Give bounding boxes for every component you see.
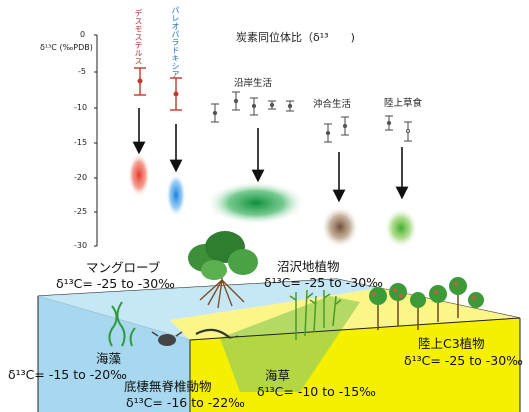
habitat-marsh-value: δ¹³C= -25 to -30‰	[264, 275, 383, 290]
arrows	[132, 108, 409, 203]
tick-label: 0	[80, 30, 86, 39]
blob-coastal	[206, 181, 306, 225]
habitat-benthic-value: δ¹³C= -16 to -22‰	[126, 395, 245, 410]
seaweed-icon	[108, 301, 136, 347]
sea-front	[38, 296, 190, 412]
page-title: 炭素同位体比（δ¹³)	[236, 31, 355, 44]
habitat-seagrass-value: δ¹³C= -10 to -15‰	[257, 384, 376, 399]
tick-label: -5	[78, 67, 86, 76]
blob-offshore	[321, 206, 359, 248]
habitat-seaweed-value: δ¹³C= -15 to -20‰	[8, 367, 127, 382]
c3-plants-icon	[369, 277, 484, 330]
group-label-coastal: 沿岸生活	[234, 78, 273, 89]
shrimp-icon	[195, 328, 239, 339]
blob-terrestrial	[384, 208, 418, 248]
errorbar-terrestrial	[385, 115, 412, 142]
tick-label: -30	[74, 241, 88, 250]
tick-label: -10	[74, 103, 88, 112]
group-label-offshore: 沖合生活	[313, 99, 352, 110]
axis-label: δ¹³C (‰PDB)	[40, 43, 93, 52]
habitat-marsh-name: 沼沢地植物	[277, 259, 340, 274]
errorbar-sp2	[170, 77, 182, 111]
blob-sp2	[166, 173, 186, 217]
habitat-benthic-name: 底棲無脊椎動物	[124, 379, 212, 394]
species-label-1: デスモステルス	[134, 9, 143, 65]
habitat-c3-name: 陸上C3植物	[418, 336, 485, 351]
errorbar-sp1	[134, 67, 146, 96]
species-label-2: パレオパラドキシア	[171, 6, 180, 78]
habitat-seagrass-name: 海草	[265, 368, 291, 383]
group-label-terrestrial: 陸上草食	[384, 98, 423, 109]
tick-label: -20	[74, 173, 88, 182]
habitat-mangrove-name: マングローブ	[86, 260, 161, 275]
tick-label: -15	[74, 138, 88, 147]
seagrass-zone	[220, 296, 360, 392]
marsh-plants-icon	[289, 289, 342, 340]
errorbar-coastal	[211, 91, 294, 123]
crab-icon	[151, 331, 183, 346]
blob-sp1	[128, 153, 150, 197]
habitat-c3-value: δ¹³C= -25 to -30‰	[404, 353, 523, 368]
tick-label: -25	[74, 207, 88, 216]
mangrove-icon	[188, 231, 258, 309]
habitat-seaweed-name: 海藻	[96, 351, 122, 366]
habitat-mangrove-value: δ¹³C= -25 to -30‰	[56, 276, 175, 291]
y-ticks	[94, 34, 97, 247]
errorbar-offshore	[324, 116, 349, 143]
